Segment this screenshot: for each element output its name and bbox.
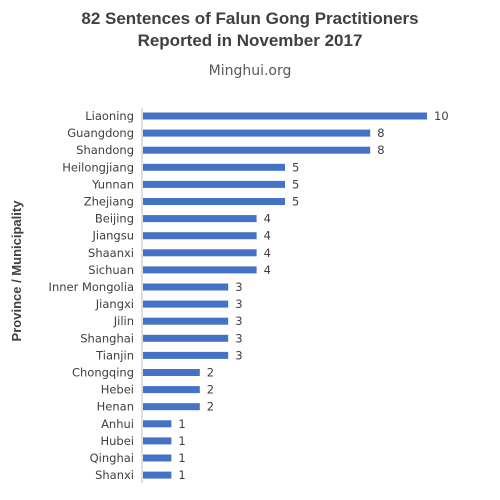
value-label: 3 (235, 348, 242, 362)
category-label: Shandong (76, 143, 134, 157)
value-label: 2 (207, 400, 214, 414)
y-axis-label: Province / Municipality (9, 200, 24, 342)
value-label: 2 (207, 383, 214, 397)
bar (143, 403, 200, 411)
value-label: 5 (292, 177, 299, 191)
category-label: Shanxi (95, 468, 134, 482)
bar (143, 163, 285, 171)
bar (143, 351, 229, 359)
chart-title: 82 Sentences of Falun Gong Practitioners… (81, 9, 419, 50)
value-label: 1 (178, 451, 185, 465)
bar (143, 112, 427, 120)
bar (143, 386, 200, 394)
category-label: Zhejiang (84, 195, 134, 209)
category-label: Liaoning (85, 109, 134, 123)
category-label: Anhui (101, 417, 134, 431)
value-label: 3 (235, 280, 242, 294)
bar (143, 215, 257, 223)
category-label: Qinghai (90, 451, 134, 465)
category-label: Beijing (95, 212, 134, 226)
bar (143, 198, 285, 205)
bar (143, 232, 257, 240)
value-label: 4 (264, 229, 271, 243)
category-label: Chongqing (72, 366, 134, 380)
category-label: Yunnan (91, 177, 134, 191)
category-label: Jilin (113, 314, 134, 328)
category-label: Heilongjiang (62, 160, 134, 174)
value-label: 4 (264, 246, 271, 260)
bar (143, 129, 371, 137)
value-label: 2 (207, 366, 214, 380)
bar (143, 420, 172, 428)
value-label: 1 (178, 434, 185, 448)
category-label: Inner Mongolia (49, 280, 134, 294)
value-label: 1 (178, 468, 185, 482)
category-label: Shanghai (80, 331, 134, 345)
category-label: Hebei (101, 383, 134, 397)
value-label: 10 (434, 109, 449, 123)
value-label: 3 (235, 314, 242, 328)
bar (143, 471, 172, 479)
bars-group: Liaoning 10 Guangdong 8 Shandong 8 Heilongjian… (49, 109, 449, 482)
category-label: Jiangsu (91, 229, 134, 243)
bar (143, 180, 285, 188)
bar (143, 266, 257, 274)
category-label: Sichuan (88, 263, 134, 277)
bar (143, 317, 229, 325)
value-label: 3 (235, 297, 242, 311)
category-label: Hubei (100, 434, 134, 448)
category-label: Tianjin (95, 348, 134, 362)
category-label: Henan (97, 400, 134, 414)
value-label: 5 (292, 195, 299, 209)
bar (143, 437, 172, 445)
bar (143, 369, 200, 376)
bar (143, 300, 229, 308)
value-label: 1 (178, 417, 185, 431)
bar (143, 334, 229, 342)
bar (143, 454, 172, 462)
value-label: 8 (377, 143, 384, 157)
value-label: 4 (264, 212, 271, 226)
value-label: 4 (264, 263, 271, 277)
category-label: Shaanxi (88, 246, 134, 260)
chart-subtitle: Minghui.org (208, 63, 292, 79)
value-label: 5 (292, 160, 299, 174)
value-label: 8 (377, 126, 384, 140)
bar (143, 146, 371, 154)
category-label: Guangdong (67, 126, 134, 140)
value-label: 3 (235, 331, 242, 345)
bar (143, 249, 257, 257)
bar (143, 283, 229, 291)
category-label: Jiangxi (95, 297, 134, 311)
